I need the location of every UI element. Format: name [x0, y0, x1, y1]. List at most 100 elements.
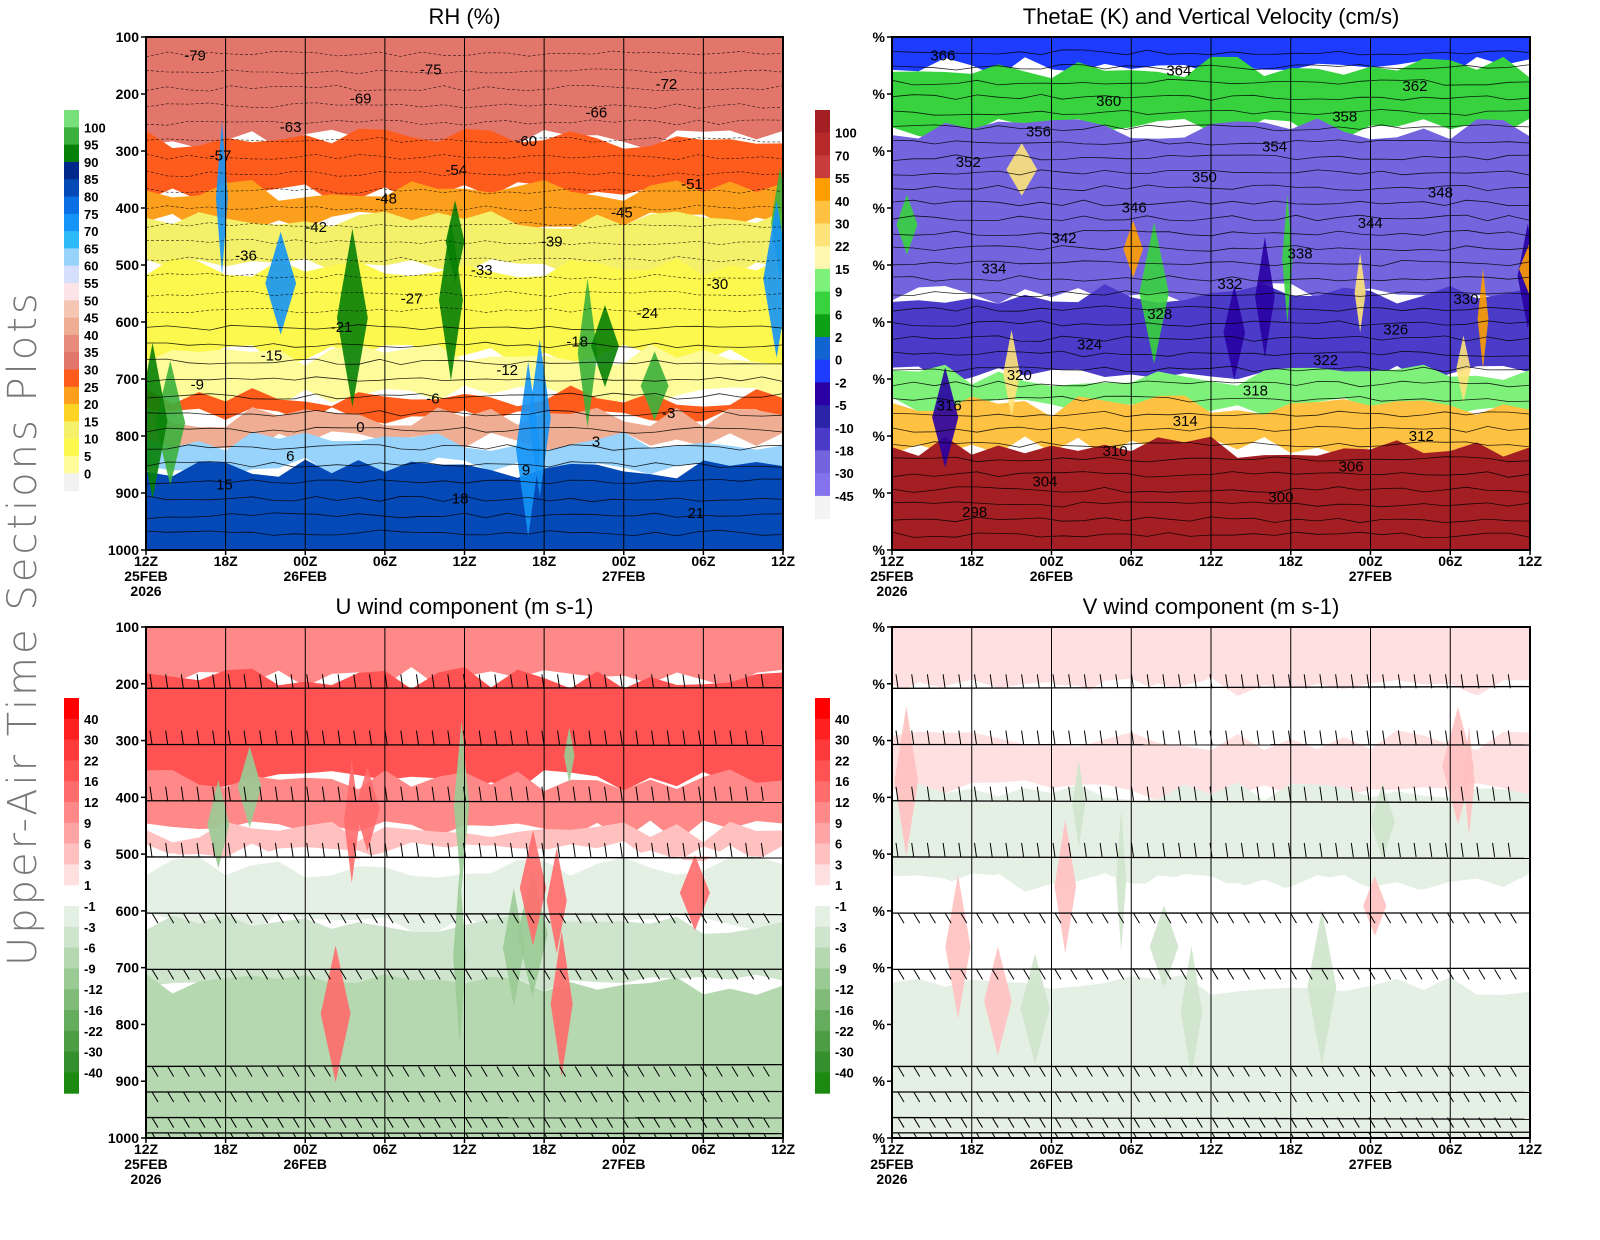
- x-tick-label: 00Z: [1358, 553, 1383, 569]
- colorbar-swatch: [64, 927, 79, 948]
- contour-label: -54: [445, 162, 467, 179]
- filled-contours: -79-75-72-69-66-63-60-57-54-51-48-45-42-…: [138, 37, 790, 550]
- chart-title: V wind component (m s-1): [1083, 594, 1340, 619]
- contour-label: 348: [1428, 184, 1453, 201]
- contour-label: 342: [1052, 230, 1077, 247]
- colorbar-label: 55: [835, 171, 849, 186]
- colorbar-swatch: [815, 382, 830, 405]
- y-tick-label: %: [873, 86, 886, 102]
- y-tick-label: %: [873, 789, 886, 805]
- x-tick-label: 18Z: [214, 553, 239, 569]
- colorbar-label: -9: [835, 961, 847, 976]
- colorbar-label: 65: [84, 241, 98, 256]
- contour-label: 322: [1313, 352, 1338, 369]
- colorbar-swatch: [64, 864, 79, 885]
- contour-label: 346: [1122, 200, 1147, 217]
- contour-label: -69: [350, 90, 372, 107]
- y-tick-label: %: [873, 903, 886, 919]
- colorbar-swatch: [64, 906, 79, 927]
- x-date-label: 27FEB: [602, 568, 646, 584]
- colorbar-label: 3: [84, 857, 91, 872]
- x-tick-label: 06Z: [373, 1141, 398, 1157]
- y-tick-label: 400: [116, 789, 140, 805]
- colorbar-label: 22: [835, 239, 849, 254]
- wind-barb: [1037, 731, 1039, 745]
- colorbar-label: -40: [84, 1065, 103, 1080]
- contour-label: 358: [1332, 108, 1357, 125]
- vwind-chart: V wind component (m s-1)%%%%%%%%%%12Z25F…: [800, 590, 1600, 1236]
- contour-label: 306: [1339, 458, 1364, 475]
- contour-label: 354: [1262, 139, 1287, 156]
- colorbar-label: -16: [84, 1003, 103, 1018]
- x-tick-label: 12Z: [771, 553, 796, 569]
- x-tick-label: 12Z: [1199, 1141, 1224, 1157]
- chart-title: RH (%): [428, 4, 500, 29]
- contour-label: 366: [930, 47, 955, 64]
- colorbar-swatch: [815, 451, 830, 474]
- x-tick-label: 00Z: [612, 1141, 637, 1157]
- colorbar-swatch: [64, 387, 79, 405]
- contour-label: -66: [586, 105, 608, 122]
- colorbar-swatch: [64, 781, 79, 802]
- x-date-label: 26FEB: [283, 568, 327, 584]
- x-tick-label: 00Z: [293, 1141, 318, 1157]
- contour-label: 316: [937, 398, 962, 415]
- colorbar-label: 22: [835, 753, 849, 768]
- colorbar-swatch: [64, 127, 79, 145]
- colorbar-label: 6: [835, 307, 842, 322]
- colorbar-label: 9: [835, 285, 842, 300]
- y-tick-label: 900: [116, 485, 140, 501]
- colorbar-label: -18: [835, 444, 854, 459]
- colorbar-swatch: [64, 231, 79, 249]
- y-tick-label: %: [873, 257, 886, 273]
- colorbar-swatch: [815, 1072, 830, 1093]
- x-tick-label: 06Z: [1438, 553, 1463, 569]
- colorbar-label: 0: [84, 466, 91, 481]
- x-date-label: 27FEB: [1349, 1156, 1393, 1172]
- wind-barb: [416, 843, 418, 857]
- colorbar-swatch: [815, 760, 830, 781]
- filled-contours: 3663643623603583563543523503483463443423…: [892, 37, 1541, 550]
- colorbar-label: 35: [84, 345, 98, 360]
- contour-label: 360: [1096, 93, 1121, 110]
- colorbar-swatch: [815, 224, 830, 247]
- contour-label: -15: [261, 348, 283, 365]
- colorbar-swatch: [815, 989, 830, 1010]
- colorbar-label: 60: [84, 259, 98, 274]
- y-tick-label: 500: [116, 846, 140, 862]
- colorbar-label: 0: [835, 353, 842, 368]
- colorbar-swatch: [64, 948, 79, 969]
- x-date-label: 26FEB: [1030, 1156, 1074, 1172]
- contour-label: 318: [1243, 382, 1268, 399]
- colorbar-swatch: [815, 405, 830, 428]
- x-tick-label: 12Z: [452, 553, 477, 569]
- colorbar-label: -3: [835, 920, 847, 935]
- x-tick-label: 12Z: [1518, 1141, 1543, 1157]
- x-tick-label: 06Z: [691, 553, 716, 569]
- thetae-chart: ThetaE (K) and Vertical Velocity (cm/s)3…: [800, 0, 1600, 600]
- colorbar-label: 100: [84, 120, 106, 135]
- colorbar-swatch: [815, 1010, 830, 1031]
- colorbar-swatch: [815, 269, 830, 292]
- y-tick-label: 300: [116, 143, 140, 159]
- y-tick-label: %: [873, 733, 886, 749]
- contour-label: 332: [1217, 276, 1242, 293]
- contour-band: [680, 855, 710, 930]
- x-tick-label: 00Z: [1358, 1141, 1383, 1157]
- contour-label: 15: [216, 476, 233, 493]
- contour-label: 0: [356, 419, 364, 436]
- x-date-label: 25FEB: [870, 1156, 914, 1172]
- colorbar-label: 45: [84, 311, 98, 326]
- x-tick-label: 12Z: [880, 1141, 905, 1157]
- colorbar-label: 2: [835, 330, 842, 345]
- colorbar-label: 50: [84, 293, 98, 308]
- contour-label: -63: [280, 119, 302, 136]
- contour-label: -12: [496, 362, 518, 379]
- colorbar-label: 6: [84, 837, 91, 852]
- x-tick-label: 00Z: [293, 553, 318, 569]
- colorbar-swatch: [815, 698, 830, 719]
- wind-barb: [620, 674, 622, 688]
- colorbar-swatch: [64, 1010, 79, 1031]
- colorbar-label: 55: [84, 276, 98, 291]
- colorbar-swatch: [64, 404, 79, 422]
